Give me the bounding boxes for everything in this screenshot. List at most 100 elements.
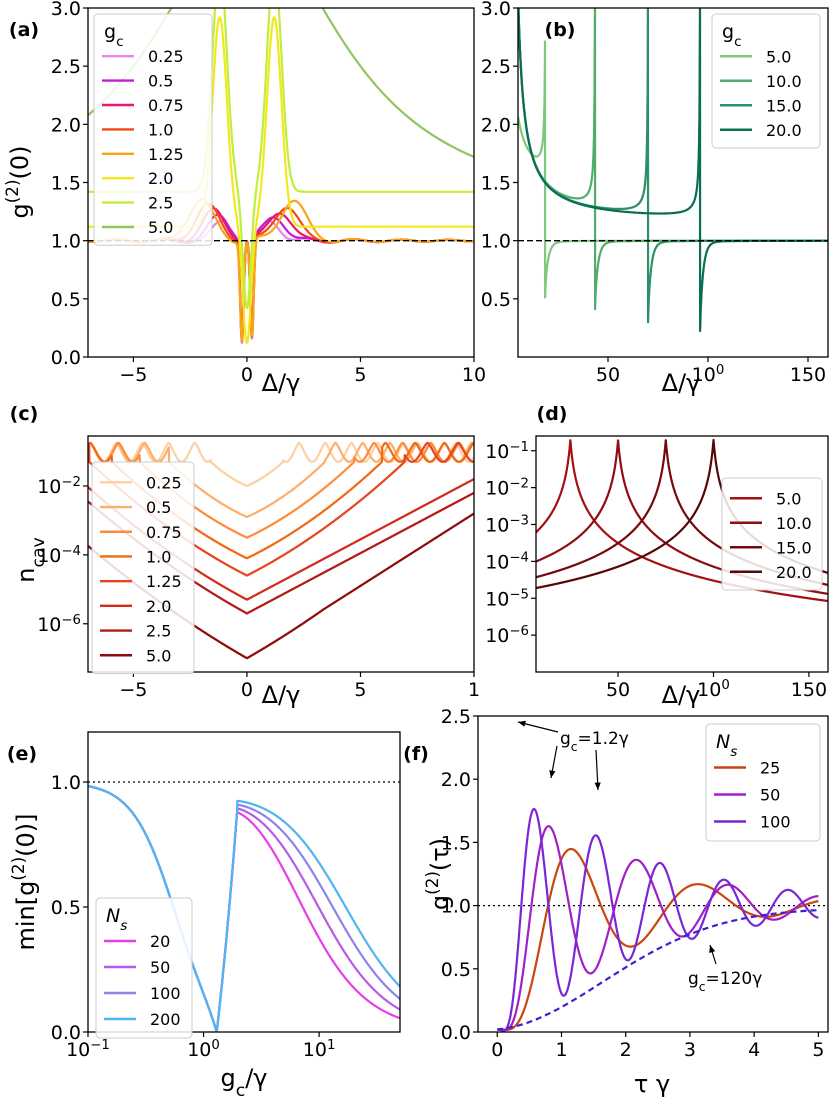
legend-entry: 100 (760, 813, 791, 832)
y-tick-label: 1.0 (51, 231, 81, 253)
y-tick-label: 0.0 (51, 1022, 81, 1044)
legend-box (93, 13, 213, 246)
legend: Ns 20 50 100 200 (95, 897, 193, 1039)
y-axis-label: ncav (12, 537, 49, 583)
x-tick-label: 101 (303, 1038, 336, 1062)
x-axis-label: Δ/γ (662, 369, 701, 397)
y-tick-label: 1.0 (51, 772, 81, 794)
legend-title: Ns (106, 905, 127, 934)
legend-entry: 100 (150, 984, 181, 1003)
x-tick-label: 3 (684, 1039, 696, 1061)
legend-entry: 25 (760, 759, 780, 778)
legend-entry: 20 (150, 932, 170, 951)
y-tick-label: 0.5 (441, 959, 471, 981)
legend-entry: 5.0 (776, 489, 801, 508)
axes-frame (87, 731, 401, 1033)
y-tick-label: 10−6 (485, 624, 529, 648)
legend-entry: 5.0 (148, 218, 173, 237)
y-tick-label: 3.0 (481, 0, 511, 20)
y-tick-label: 10−4 (485, 550, 529, 574)
axes-frame (87, 435, 475, 673)
legend-entry: 0.75 (146, 523, 182, 542)
y-tick-label: 10−2 (485, 476, 529, 500)
annotation-arrow-head (518, 720, 526, 727)
plot-area (88, 781, 400, 1032)
y-tick-label: 1.0 (441, 896, 471, 918)
x-axis-label: Δ/γ (262, 681, 301, 709)
legend-entry: 10.0 (776, 514, 812, 533)
x-tick-label: 5 (812, 1039, 824, 1061)
legend-entry: 1.25 (146, 572, 182, 591)
legend: Ns 25 50 100 (705, 723, 821, 842)
y-tick-label: 0.5 (481, 289, 511, 311)
legend-entry: 0.75 (148, 96, 184, 115)
legend-entry: 2.5 (148, 194, 173, 213)
y-tick-label: 1.0 (481, 231, 511, 253)
panel-b: 50 100 150 0.5 1.0 1.5 2.0 2.5 3.0 gc 5.0 10.0 15.0 2… (481, 0, 829, 397)
x-axis-label: τ γ (634, 1070, 670, 1098)
legend-box (91, 461, 195, 675)
x-tick-label: 100 (692, 363, 725, 387)
legend-entry: 10.0 (766, 72, 802, 91)
y-axis-label: min[g(2)(0)] (8, 814, 40, 951)
legend: 5.0 10.0 15.0 20.0 (721, 477, 823, 591)
axes-frame (477, 715, 829, 1033)
x-axis-label: gc/γ (220, 1064, 267, 1101)
panel-label-c: (c) (10, 403, 39, 425)
panel-label-d: (d) (537, 403, 568, 425)
axes-frame (535, 435, 829, 673)
series-line-20.0 (518, 8, 828, 333)
x-tick-label: 50 (606, 679, 630, 701)
y-tick-label: 0.5 (51, 289, 81, 311)
y-tick-label: 10−6 (37, 612, 81, 636)
panel-f: 0 1 2 3 4 5 0.0 0.5 1.0 1.5 2.0 2.5 Ns 25 50 100 gc=1.2γ… (422, 706, 829, 1098)
series-line-200 (88, 785, 400, 1032)
annotation-arrow-head (594, 782, 601, 790)
x-tick-label: 0 (241, 679, 253, 701)
x-tick-label: 2 (620, 1039, 632, 1061)
annotation-arrow-head (549, 770, 556, 778)
panel-label-a: (a) (9, 19, 39, 41)
legend-entry: 50 (760, 786, 780, 805)
legend-entry: 2.0 (146, 597, 171, 616)
y-tick-label: 0.0 (51, 347, 81, 369)
y-tick-label: 0.0 (441, 1022, 471, 1044)
x-axis-label: Δ/γ (262, 369, 301, 397)
series-line-50 (496, 825, 820, 1032)
x-tick-label: 100 (697, 678, 730, 702)
y-tick-label: 2.5 (481, 56, 511, 78)
legend-box (721, 477, 823, 591)
legend-entry: 50 (150, 958, 170, 977)
y-tick-label: 0.5 (51, 897, 81, 919)
y-tick-label: 2.5 (441, 706, 471, 728)
legend-entry: 1.0 (148, 120, 173, 139)
plot-area (478, 807, 828, 1032)
legend-title: Ns (716, 731, 737, 760)
x-tick-label: 150 (791, 679, 827, 701)
legend-box (95, 897, 193, 1039)
legend-title: gc (104, 21, 124, 50)
panel-label-f: (f) (403, 743, 429, 765)
legend-box (705, 723, 821, 842)
y-tick-label: 2.0 (51, 114, 81, 136)
plot-area (518, 8, 828, 333)
panel-label-e: (e) (7, 743, 37, 765)
x-tick-label: −5 (119, 364, 147, 386)
series-line-100 (496, 807, 820, 1032)
legend-entry: 0.25 (146, 473, 182, 492)
y-tick-label: 10−2 (37, 474, 81, 498)
legend-entry: 15.0 (776, 538, 812, 557)
legend-entry: 2.0 (148, 169, 173, 188)
panel-a: −5 0 5 10 0.0 0.5 1.0 1.5 2.0 2.5 3.0 gc 0.25 0.5 0.75… (2, 0, 486, 397)
y-tick-label: 10−3 (485, 513, 529, 537)
legend-entry: 20.0 (776, 563, 812, 582)
legend-entry: 5.0 (766, 47, 791, 66)
legend-entry: 15.0 (766, 96, 802, 115)
y-tick-label: 1.5 (481, 173, 511, 195)
x-tick-label: 0 (491, 1039, 503, 1061)
annotation-arrow-head (709, 945, 716, 953)
x-tick-label: 50 (596, 364, 620, 386)
legend-title: gc (722, 21, 742, 50)
legend-entry: 2.5 (146, 622, 171, 641)
legend-box (711, 13, 821, 149)
